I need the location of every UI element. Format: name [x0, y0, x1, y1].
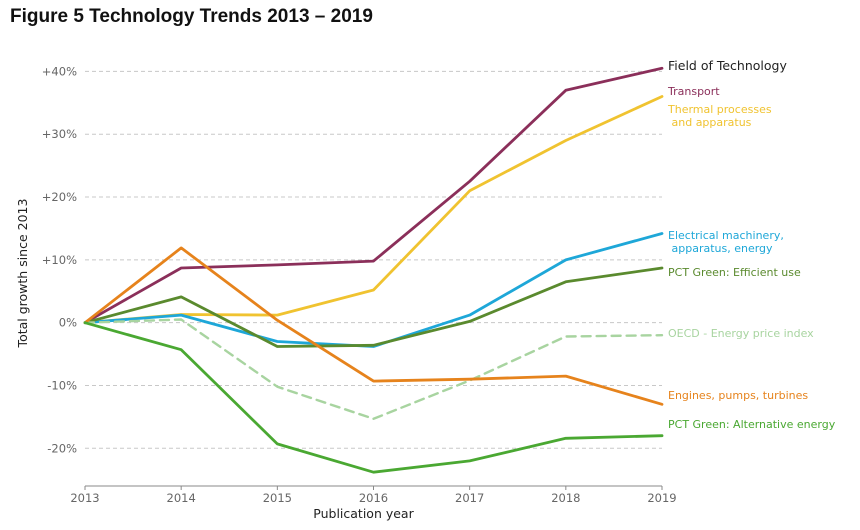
x-tick-labels: 2013 2014 2015 2016 2017 2018 2019 [70, 486, 677, 505]
series-line-pct-green-alternative-energy [83, 321, 664, 474]
series-line-oecd-energy-price-index [83, 318, 664, 420]
series-lines [83, 66, 664, 474]
figure-title: Figure 5 Technology Trends 2013 – 2019 [10, 6, 373, 27]
x-tick-label: 2016 [359, 491, 388, 505]
y-tick-label: +30% [42, 127, 77, 141]
series-line-pct-green-efficient-use [83, 266, 664, 348]
series-label-electrical-machinery-apparatus-energy: Electrical machinery, apparatus, energy [668, 229, 784, 255]
series-label-pct-green-alternative-energy: PCT Green: Alternative energy [668, 418, 836, 431]
x-axis-label: Publication year [313, 506, 414, 521]
series-label-transport: Transport [667, 85, 720, 98]
y-tick-label: +40% [42, 64, 77, 78]
y-tick-label: 0% [59, 316, 77, 330]
x-tick-label: 2018 [551, 491, 580, 505]
y-tick-label: +10% [42, 253, 77, 267]
series-line-thermal-processes-and-apparatus [83, 95, 664, 325]
series-labels: Transport Thermal processes and apparatus… [667, 85, 836, 431]
x-tick-label: 2014 [167, 491, 196, 505]
y-tick-label: +20% [42, 190, 77, 204]
series-line-transport [83, 66, 664, 325]
legend-title: Field of Technology [668, 58, 787, 73]
series-label-pct-green-efficient-use: PCT Green: Efficient use [668, 266, 801, 279]
series-line-engines-pumps-turbines [83, 246, 664, 406]
x-tick-label: 2017 [455, 491, 484, 505]
x-tick-label: 2019 [647, 491, 676, 505]
series-label-oecd-energy-price-index: OECD - Energy price index [668, 327, 814, 340]
y-tick-label: -10% [47, 378, 77, 392]
series-label-engines-pumps-turbines: Engines, pumps, turbines [668, 389, 808, 402]
series-label-thermal-processes-and-apparatus: Thermal processes and apparatus [667, 103, 772, 129]
y-axis-label: Total growth since 2013 [15, 199, 30, 349]
y-tick-label: -20% [47, 441, 77, 455]
x-tick-label: 2015 [263, 491, 292, 505]
y-tick-labels: +40% +30% +20% +10% 0% -10% -20% [42, 64, 77, 455]
x-tick-label: 2013 [70, 491, 99, 505]
